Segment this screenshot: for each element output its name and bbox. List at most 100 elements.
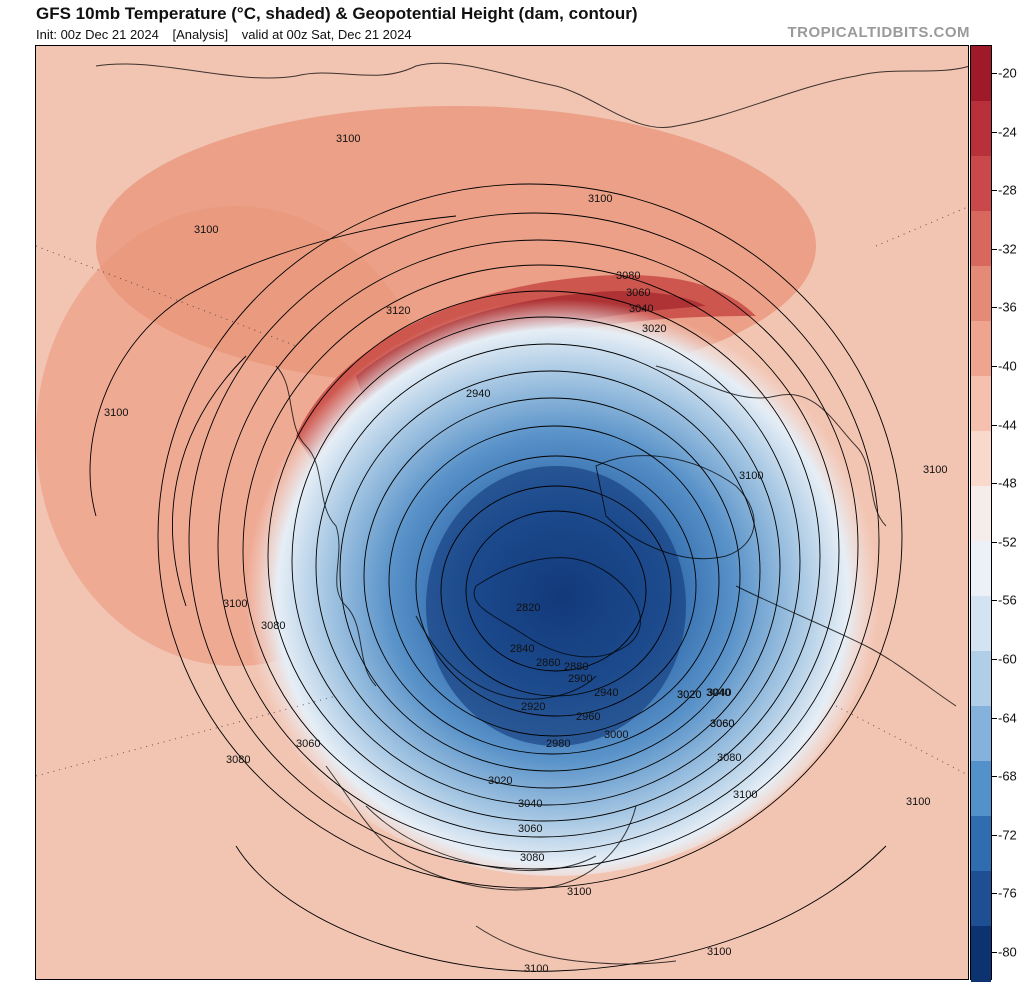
contour-label: 2840 — [510, 643, 534, 655]
colorbar-segment — [971, 651, 991, 707]
valid-time: valid at 00z Sat, Dec 21 2024 — [241, 27, 412, 42]
contour-label: 3040 — [706, 687, 730, 699]
colorbar-segment — [971, 816, 991, 872]
contour-label: 3100 — [524, 963, 548, 975]
contour-label: 3060 — [710, 718, 734, 730]
contour-label: 2920 — [521, 701, 545, 713]
colorbar-label: -60 — [998, 651, 1017, 667]
colorbar-label: -24 — [998, 124, 1017, 140]
contour-label: 2980 — [546, 738, 570, 750]
contour-label: 3100 — [588, 193, 612, 205]
colorbar-label: -80 — [998, 944, 1017, 960]
contour-label: 3020 — [488, 775, 512, 787]
colorbar-tick — [992, 893, 997, 895]
colorbar-label: -40 — [998, 358, 1017, 374]
contour-label: 3100 — [923, 464, 947, 476]
contour-label: 2900 — [568, 673, 592, 685]
map-subtitle: Init: 00z Dec 21 2024 [Analysis] valid a… — [36, 27, 422, 42]
map-panel: 3100 3100 3100 3100 3100 3100 3100 3100 … — [35, 45, 969, 980]
colorbar-tick — [992, 424, 997, 426]
contour-label: 3080 — [261, 620, 285, 632]
colorbar-tick — [992, 307, 997, 309]
colorbar-tick — [992, 190, 997, 192]
colorbar-segment — [971, 46, 991, 102]
colorbar-segment — [971, 321, 991, 377]
colorbar-tick — [992, 952, 997, 953]
contour-label: 3080 — [226, 754, 250, 766]
contour-label: 2940 — [594, 687, 618, 699]
colorbar-tick — [992, 73, 997, 74]
colorbar-segment — [971, 761, 991, 817]
contour-label: 3060 — [518, 823, 542, 835]
colorbar-label: -20 — [998, 65, 1017, 81]
colorbar-label: -72 — [998, 827, 1017, 843]
colorbar-tick — [992, 776, 997, 778]
contour-label: 3100 — [223, 598, 247, 610]
contour-labels: 3100 3100 3100 3100 3100 3100 3100 3100 … — [104, 133, 947, 975]
contour-label: 3100 — [739, 470, 763, 482]
contour-label: 3120 — [386, 305, 410, 317]
contour-label: 3060 — [296, 738, 320, 750]
colorbar-segment — [971, 926, 991, 982]
contour-label: 2960 — [576, 711, 600, 723]
colorbar-segment — [971, 706, 991, 762]
contour-label: 2820 — [516, 602, 540, 614]
contour-label: 3100 — [104, 407, 128, 419]
colorbar-label: -56 — [998, 592, 1017, 608]
colorbar-tick — [992, 834, 997, 836]
run-type: [Analysis] — [172, 27, 229, 42]
colorbar-segment — [971, 541, 991, 597]
colorbar-segment — [971, 376, 991, 432]
colorbar-segment — [971, 266, 991, 322]
colorbar-label: -76 — [998, 885, 1017, 901]
contour-label: 3100 — [567, 886, 591, 898]
colorbar-segment — [971, 156, 991, 212]
colorbar-segment — [971, 211, 991, 267]
dotted-grid-lines — [36, 206, 968, 777]
colorbar-tick — [992, 717, 997, 719]
contour-label: 3020 — [642, 323, 666, 335]
contour-label: 3020 — [677, 689, 701, 701]
colorbar-tick — [992, 600, 997, 602]
contour-label: 2880 — [564, 661, 588, 673]
height-contours — [89, 183, 903, 972]
colorbar-label: -44 — [998, 417, 1017, 433]
contour-label: 2860 — [536, 657, 560, 669]
colorbar-tick — [992, 366, 997, 367]
temperature-height-map: 3100 3100 3100 3100 3100 3100 3100 3100 … — [36, 46, 968, 979]
contour-label: 3060 — [626, 287, 650, 299]
colorbar-tick — [992, 131, 997, 133]
contour-label: 3100 — [906, 796, 930, 808]
colorbar-tick — [992, 541, 997, 543]
map-title: GFS 10mb Temperature (°C, shaded) & Geop… — [36, 4, 638, 23]
colorbar-label: -48 — [998, 475, 1017, 491]
contour-label: 3060 — [710, 718, 734, 730]
colorbar-label: -64 — [998, 710, 1017, 726]
cold-vortex-core — [426, 466, 686, 746]
brand-watermark: TROPICALTIDBITS.COM — [787, 24, 970, 41]
colorbar-tick — [992, 483, 997, 485]
colorbar-label: -36 — [998, 299, 1017, 315]
init-time: Init: 00z Dec 21 2024 — [36, 27, 159, 42]
colorbar-tick — [992, 659, 997, 660]
contour-label: 2940 — [466, 388, 490, 400]
colorbar-label: -28 — [998, 182, 1017, 198]
colorbar-label: -32 — [998, 241, 1017, 257]
temperature-colorbar — [970, 45, 992, 982]
colorbar-segment — [971, 486, 991, 542]
contour-label: 3080 — [717, 752, 741, 764]
colorbar-segment — [971, 596, 991, 652]
contour-label: 3080 — [616, 270, 640, 282]
colorbar-label: -68 — [998, 768, 1017, 784]
contour-label: 3000 — [604, 729, 628, 741]
contour-label: 3080 — [520, 852, 544, 864]
colorbar-segment — [971, 871, 991, 927]
contour-label: 3100 — [336, 133, 360, 145]
contour-label: 3100 — [733, 789, 757, 801]
colorbar-tick — [992, 248, 997, 250]
colorbar-segment — [971, 431, 991, 487]
contour-label: 3100 — [194, 224, 218, 236]
contour-label: 3040 — [707, 687, 731, 699]
contour-label: 3040 — [518, 798, 542, 810]
contour-label: 3100 — [707, 946, 731, 958]
